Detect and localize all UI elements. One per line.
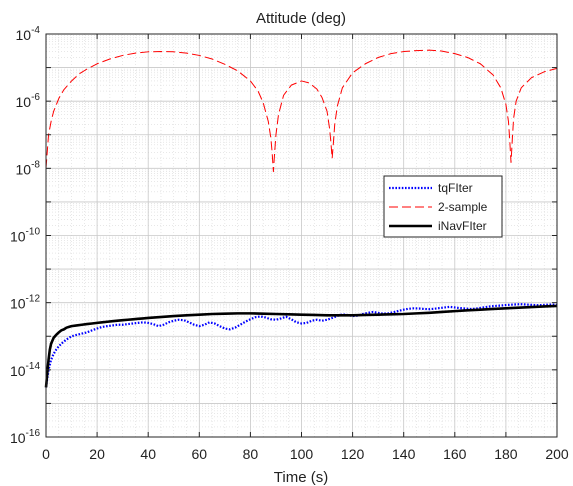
y-tick-base: 10 [10,430,26,446]
x-tick-label: 140 [392,446,416,462]
y-tick-base: 10 [10,363,26,379]
x-axis-ticks: 0 20 40 60 80 100 120 140 160 180 200 [42,446,569,462]
y-tick-base: 10 [16,94,32,110]
series-line-inavfiter [44,304,558,388]
y-tick-label: 10-8 [16,159,41,177]
y-tick-base: 10 [16,27,32,43]
legend-label: iNavFIter [438,219,487,233]
y-tick-exponent: -16 [26,428,41,439]
x-tick-label: 20 [89,446,105,462]
x-tick-label: 60 [192,446,208,462]
x-tick-label: 160 [443,446,467,462]
y-tick-label: 10-16 [10,428,40,446]
legend-label: tqFIter [438,181,473,195]
x-tick-label: 200 [545,446,569,462]
series-line-2-sample [45,49,558,173]
y-tick-label: 10-6 [16,92,41,110]
chart-title: Attitude (deg) [256,10,346,27]
x-axis-label: Time (s) [274,469,328,486]
x-tick-label: 180 [494,446,518,462]
y-tick-exponent: -4 [31,25,40,36]
y-tick-label: 10-10 [10,227,40,245]
y-tick-label: 10-14 [10,361,40,379]
y-tick-exponent: -6 [31,92,40,103]
x-tick-label: 120 [341,446,365,462]
y-tick-exponent: -8 [31,159,40,170]
y-tick-exponent: -14 [26,361,41,372]
x-tick-label: 0 [42,446,50,462]
legend: tqFIter 2-sample iNavFIter [383,175,503,238]
y-tick-base: 10 [10,229,26,245]
x-tick-label: 40 [140,446,156,462]
tick-marks [45,33,558,438]
x-tick-label: 100 [290,446,314,462]
y-tick-label: 10-4 [16,25,41,43]
series-layer [44,49,558,388]
y-tick-exponent: -12 [26,294,41,305]
x-tick-label: 80 [243,446,259,462]
y-tick-base: 10 [10,296,26,312]
y-tick-label: 10-12 [10,294,40,312]
legend-label: 2-sample [438,200,488,214]
y-tick-exponent: -10 [26,227,41,238]
y-tick-base: 10 [16,161,32,177]
